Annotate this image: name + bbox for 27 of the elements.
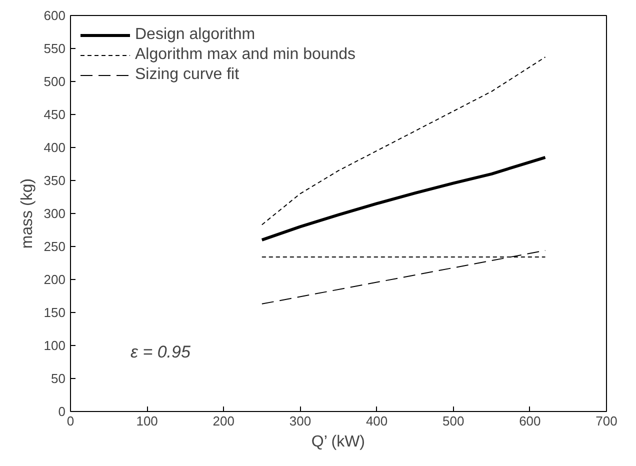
legend-label: Design algorithm bbox=[135, 26, 256, 44]
x-tick-label: 700 bbox=[596, 414, 618, 428]
y-tick-label: 300 bbox=[44, 206, 66, 221]
y-tick-label: 250 bbox=[44, 239, 66, 254]
legend-label: Sizing curve fit bbox=[135, 66, 240, 84]
y-axis-title: mass (kg) bbox=[18, 178, 36, 249]
y-tick-label: 550 bbox=[44, 41, 66, 56]
line-series bbox=[260, 156, 547, 242]
x-tick-label: 100 bbox=[136, 414, 158, 428]
legend-label: Algorithm max and min bounds bbox=[135, 46, 356, 64]
y-tick-label: 50 bbox=[51, 371, 66, 386]
y-tick-label: 100 bbox=[44, 338, 66, 353]
x-tick-label: 300 bbox=[289, 414, 312, 428]
x-axis-title: Q’ (kW) bbox=[311, 434, 366, 450]
y-tick-label: 150 bbox=[44, 305, 66, 320]
y-tick-label: 400 bbox=[44, 140, 66, 155]
x-tick-label: 500 bbox=[442, 414, 464, 428]
y-tick-label: 350 bbox=[44, 173, 66, 188]
y-tick-label: 500 bbox=[44, 74, 66, 89]
y-tick-label: 200 bbox=[44, 272, 66, 287]
x-tick-label: 400 bbox=[366, 414, 388, 428]
y-tick-label: 600 bbox=[44, 8, 66, 23]
y-tick-label: 450 bbox=[44, 107, 66, 122]
y-tick-label: 0 bbox=[58, 404, 66, 419]
x-tick-label: 200 bbox=[212, 414, 234, 428]
x-tick-label: 600 bbox=[519, 414, 541, 428]
annotation: ε = 0.95 bbox=[130, 342, 191, 362]
